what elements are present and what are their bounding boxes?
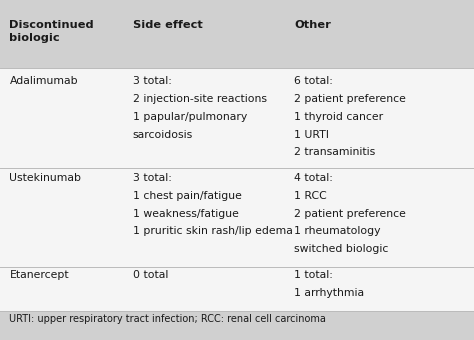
Text: switched biologic: switched biologic xyxy=(294,244,388,254)
Text: Other: Other xyxy=(294,20,331,30)
Text: 3 total:: 3 total: xyxy=(133,173,172,183)
Text: 2 injection-site reactions: 2 injection-site reactions xyxy=(133,94,267,104)
Text: 1 thyroid cancer: 1 thyroid cancer xyxy=(294,112,383,122)
Bar xyxy=(0,267,474,311)
Text: Ustekinumab: Ustekinumab xyxy=(9,173,82,183)
Text: 1 total:: 1 total: xyxy=(294,270,333,280)
Text: 2 patient preference: 2 patient preference xyxy=(294,94,406,104)
Text: 1 URTI: 1 URTI xyxy=(294,130,329,139)
Text: sarcoidosis: sarcoidosis xyxy=(133,130,193,139)
Bar xyxy=(0,168,474,267)
Text: 0 total: 0 total xyxy=(133,270,168,280)
Text: 1 rheumatology: 1 rheumatology xyxy=(294,226,380,236)
Text: 2 transaminitis: 2 transaminitis xyxy=(294,147,375,157)
Text: 1 pruritic skin rash/lip edema: 1 pruritic skin rash/lip edema xyxy=(133,226,292,236)
Text: Adalimumab: Adalimumab xyxy=(9,76,78,86)
Text: URTI: upper respiratory tract infection; RCC: renal cell carcinoma: URTI: upper respiratory tract infection;… xyxy=(9,314,327,324)
Bar xyxy=(0,14,474,68)
Bar xyxy=(0,68,474,168)
Text: 4 total:: 4 total: xyxy=(294,173,333,183)
Text: 6 total:: 6 total: xyxy=(294,76,333,86)
Text: 3 total:: 3 total: xyxy=(133,76,172,86)
Bar xyxy=(0,311,474,340)
Text: Etanercept: Etanercept xyxy=(9,270,69,280)
Text: 2 patient preference: 2 patient preference xyxy=(294,209,406,219)
Text: Discontinued
biologic: Discontinued biologic xyxy=(9,20,94,43)
Text: 1 weakness/fatigue: 1 weakness/fatigue xyxy=(133,209,238,219)
Text: Side effect: Side effect xyxy=(133,20,202,30)
Text: 1 papular/pulmonary: 1 papular/pulmonary xyxy=(133,112,247,122)
Text: 1 RCC: 1 RCC xyxy=(294,191,327,201)
Text: 1 chest pain/fatigue: 1 chest pain/fatigue xyxy=(133,191,242,201)
Text: 1 arrhythmia: 1 arrhythmia xyxy=(294,288,364,298)
